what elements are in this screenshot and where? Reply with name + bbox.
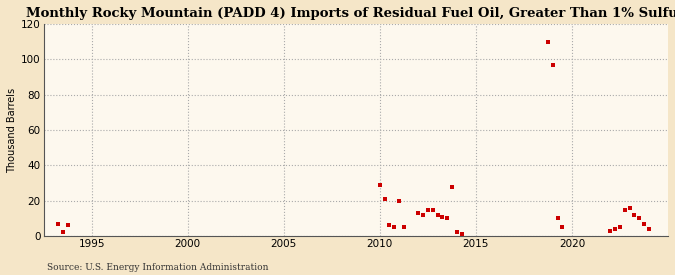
Point xyxy=(543,39,554,44)
Point xyxy=(375,183,385,187)
Title: Monthly Rocky Mountain (PADD 4) Imports of Residual Fuel Oil, Greater Than 1% Su: Monthly Rocky Mountain (PADD 4) Imports … xyxy=(26,7,675,20)
Point xyxy=(643,227,654,231)
Point xyxy=(413,211,424,215)
Point xyxy=(557,225,568,229)
Point xyxy=(423,207,433,212)
Point xyxy=(53,221,63,226)
Point xyxy=(427,207,438,212)
Point xyxy=(379,197,390,201)
Point xyxy=(62,223,73,228)
Point xyxy=(620,207,630,212)
Point xyxy=(615,225,626,229)
Point xyxy=(452,230,462,235)
Point xyxy=(605,229,616,233)
Text: Source: U.S. Energy Information Administration: Source: U.S. Energy Information Administ… xyxy=(47,263,269,272)
Point xyxy=(446,184,457,189)
Point xyxy=(441,216,452,221)
Point xyxy=(552,216,563,221)
Point xyxy=(398,225,409,229)
Point xyxy=(432,213,443,217)
Point xyxy=(418,213,429,217)
Point xyxy=(629,213,640,217)
Point xyxy=(634,216,645,221)
Point xyxy=(639,221,649,226)
Point xyxy=(610,227,620,231)
Point xyxy=(547,62,558,67)
Point xyxy=(394,199,404,203)
Point xyxy=(389,225,400,229)
Point xyxy=(456,232,467,236)
Point xyxy=(624,205,635,210)
Point xyxy=(437,214,448,219)
Point xyxy=(57,230,68,235)
Y-axis label: Thousand Barrels: Thousand Barrels xyxy=(7,87,17,172)
Point xyxy=(384,223,395,228)
